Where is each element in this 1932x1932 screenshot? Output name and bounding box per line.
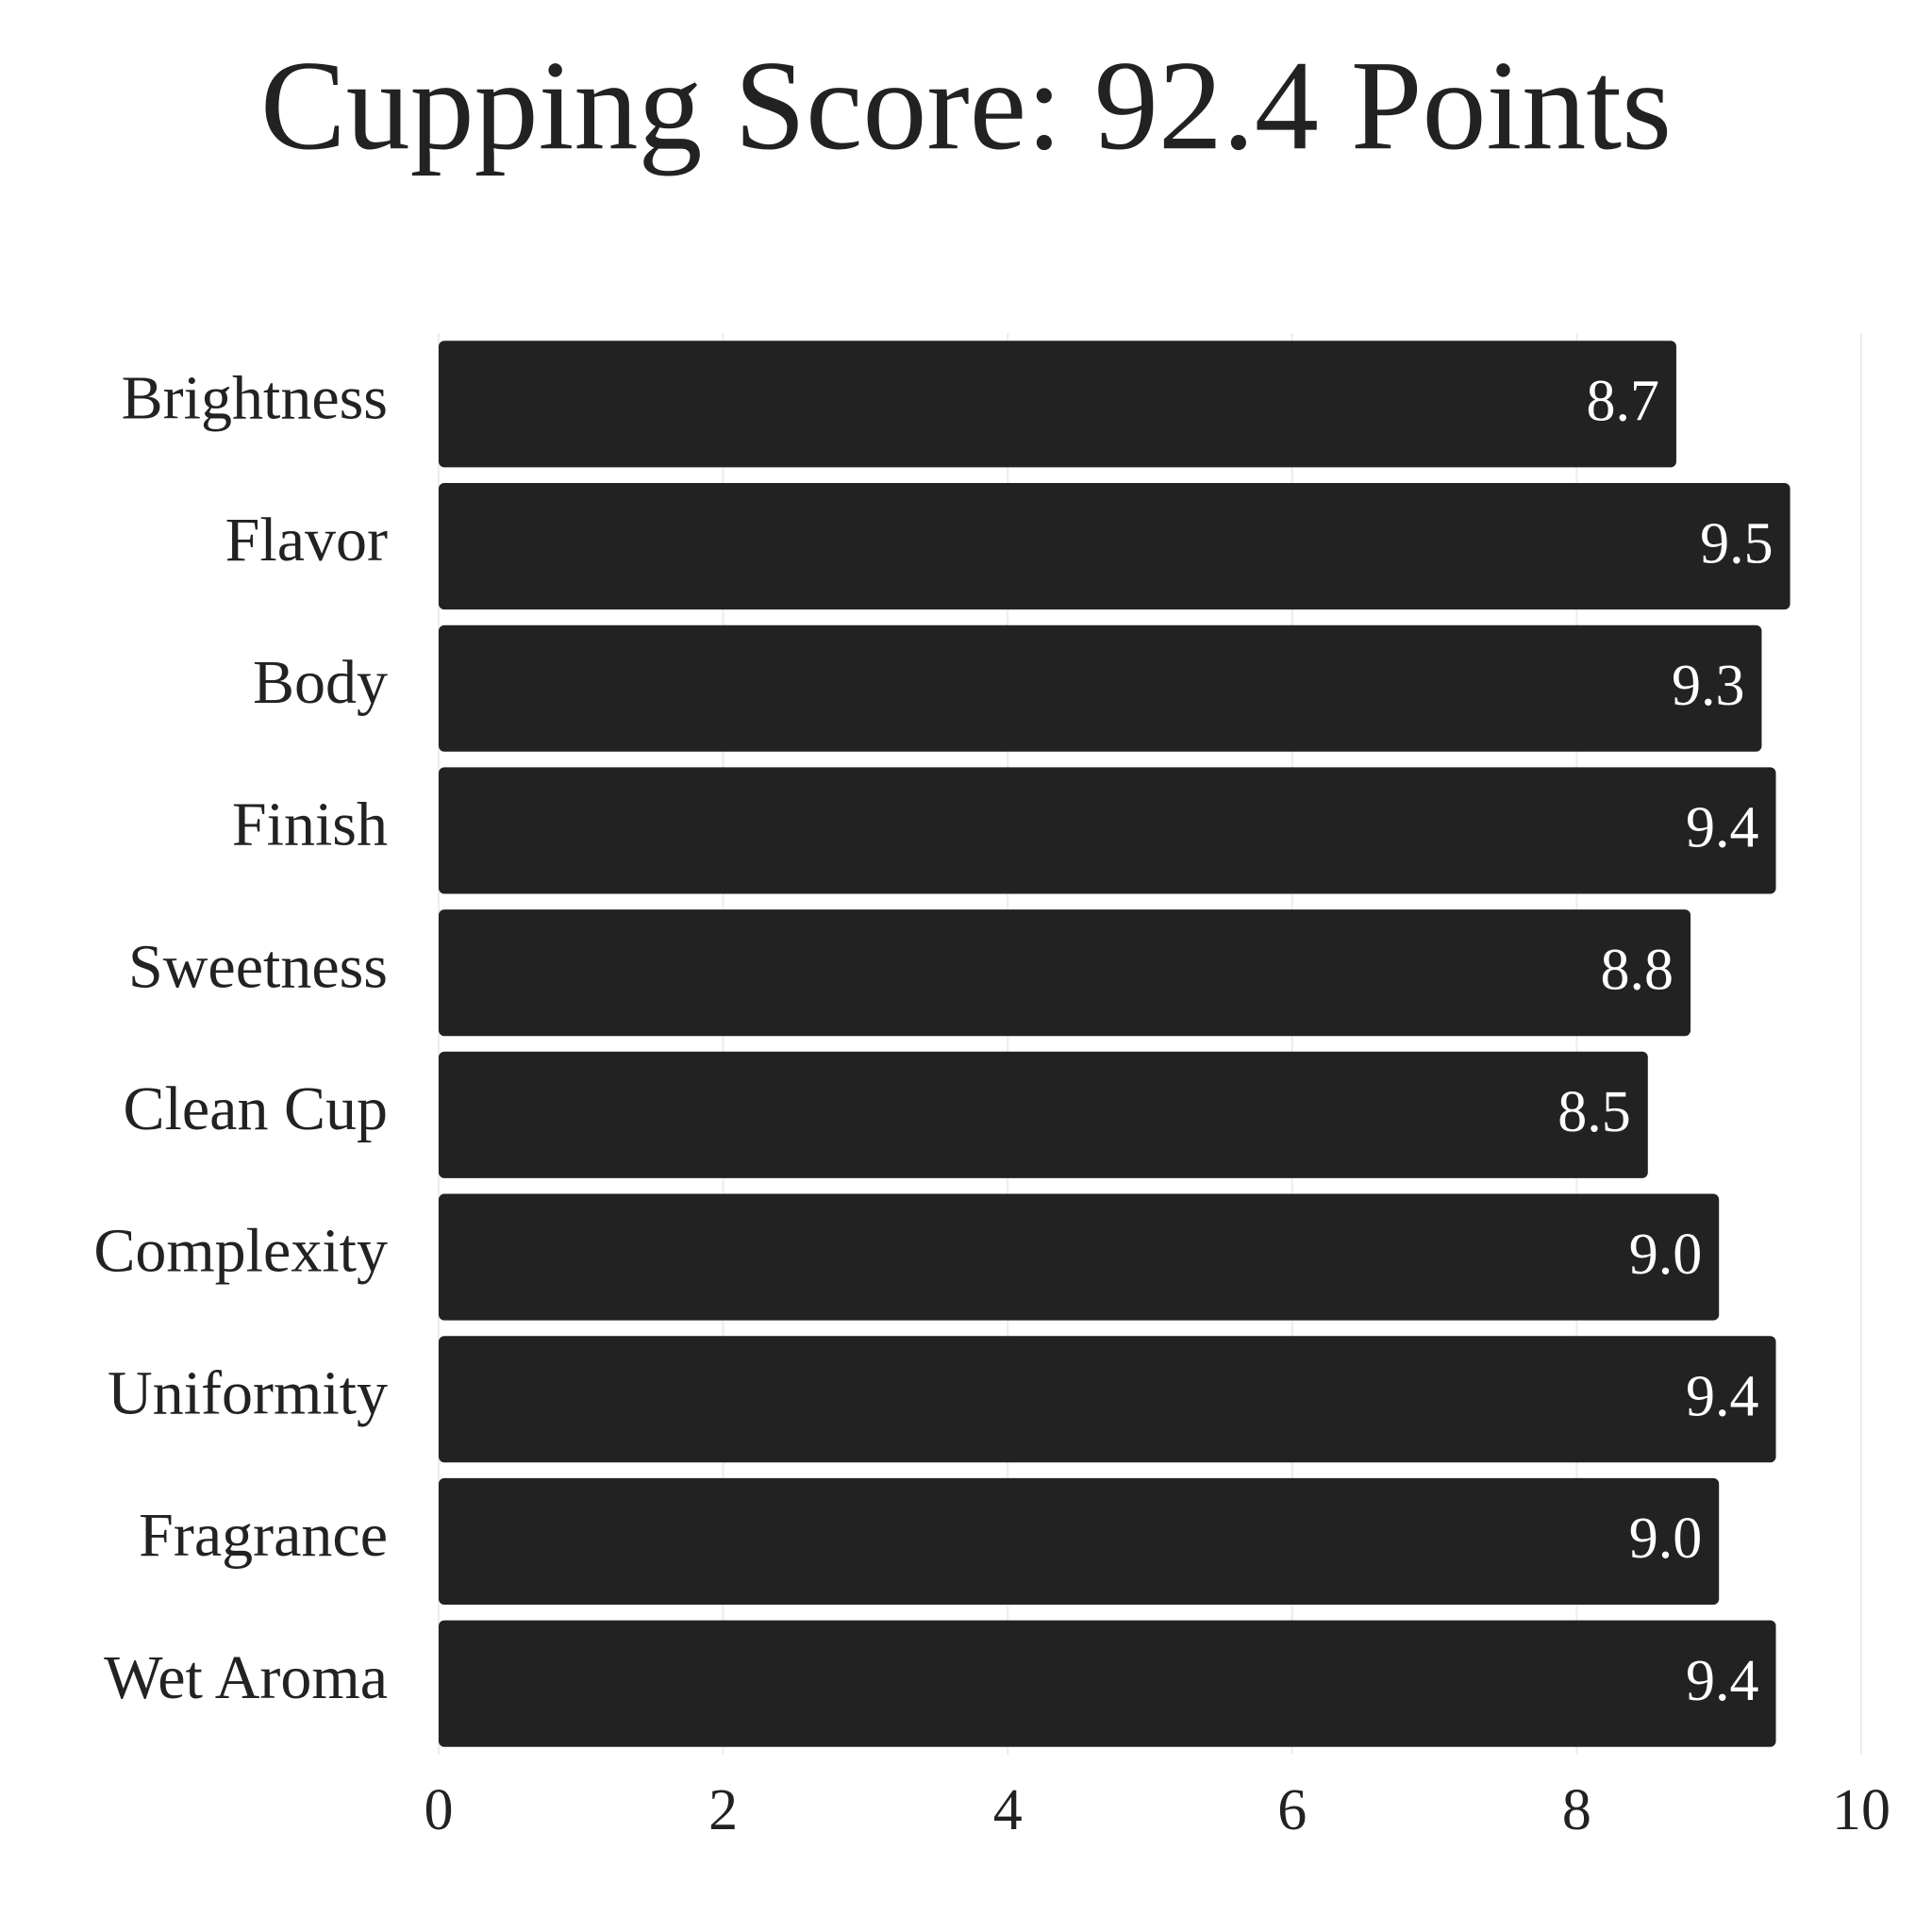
value-label: 9.4 — [1686, 1364, 1759, 1428]
y-tick-label: Finish — [232, 791, 388, 859]
y-tick-label: Complexity — [93, 1217, 388, 1286]
y-tick-label: Uniformity — [108, 1358, 388, 1427]
bar — [439, 482, 1790, 610]
value-label: 9.4 — [1686, 796, 1759, 860]
bar — [439, 909, 1691, 1037]
value-label: 8.8 — [1601, 938, 1674, 1002]
y-tick-label: Body — [253, 648, 388, 717]
x-tick-label: 4 — [993, 1778, 1023, 1842]
value-label: 9.0 — [1629, 1223, 1703, 1287]
bar — [439, 625, 1762, 752]
x-tick-label: 6 — [1277, 1778, 1307, 1842]
y-tick-label: Wet Aroma — [104, 1643, 388, 1712]
bar — [439, 1336, 1776, 1463]
value-label: 8.7 — [1586, 370, 1659, 434]
value-label: 9.0 — [1629, 1507, 1703, 1571]
y-tick-label: Fragrance — [139, 1501, 388, 1570]
y-tick-label: Flavor — [225, 506, 388, 575]
bar — [439, 341, 1676, 468]
y-tick-label: Brightness — [122, 363, 388, 432]
y-tick-label: Sweetness — [128, 932, 388, 1001]
chart-title: Cupping Score: 92.4 Points — [260, 35, 1672, 176]
bar — [439, 1620, 1776, 1747]
x-tick-label: 0 — [425, 1778, 454, 1842]
x-tick-label: 2 — [708, 1778, 738, 1842]
value-label: 8.5 — [1557, 1080, 1631, 1144]
x-tick-label: 10 — [1832, 1778, 1890, 1842]
value-label: 9.4 — [1686, 1649, 1759, 1713]
bar — [439, 1193, 1720, 1321]
bar — [439, 1477, 1720, 1606]
bar — [439, 767, 1776, 894]
y-tick-label: Clean Cup — [124, 1074, 388, 1143]
bar — [439, 1051, 1648, 1178]
value-label: 9.5 — [1700, 511, 1774, 575]
x-tick-label: 8 — [1562, 1778, 1591, 1842]
value-label: 9.3 — [1672, 654, 1745, 718]
